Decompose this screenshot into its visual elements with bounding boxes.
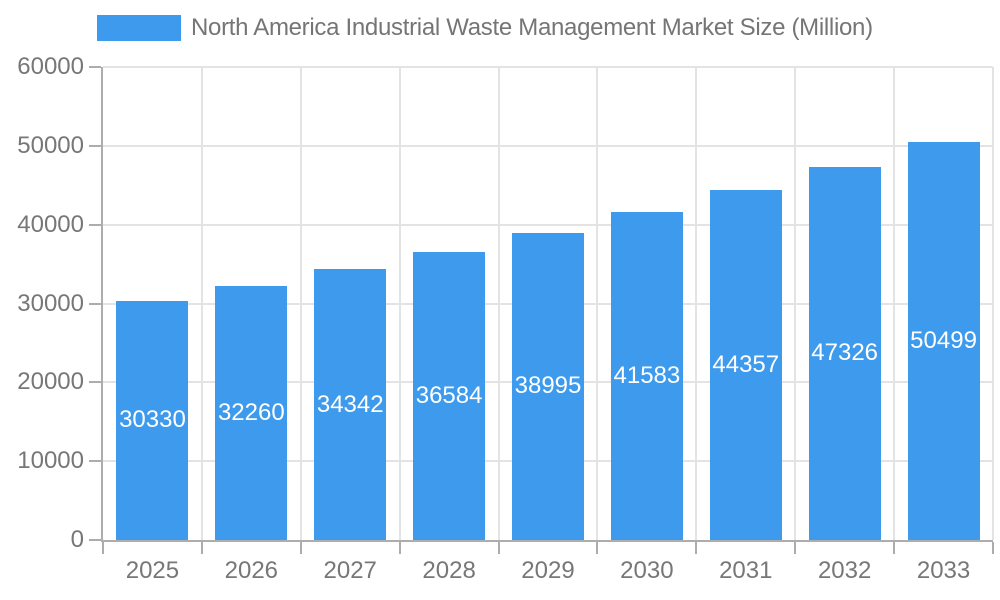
- x-tick: [497, 542, 500, 554]
- legend-swatch-icon: [97, 15, 181, 41]
- x-tick-label: 2033: [916, 557, 971, 584]
- bar[interactable]: 32260: [215, 285, 288, 540]
- y-tick-label: 30000: [17, 289, 84, 317]
- x-tick-label: 2031: [719, 557, 773, 584]
- bar[interactable]: 47326: [808, 166, 881, 540]
- bar[interactable]: 34342: [314, 269, 387, 540]
- y-tick-label: 60000: [17, 53, 84, 80]
- y-tick-label: 40000: [17, 210, 84, 238]
- plot-area: 30330 32260 34342 36584 38995 41583 44357 47326…: [101, 66, 994, 542]
- bar-value-label: 32260: [217, 398, 285, 426]
- y-tick: [89, 539, 101, 541]
- bar-value-label: 41583: [613, 362, 681, 390]
- x-tick-label: 2029: [521, 557, 575, 584]
- bar-value-label: 34342: [316, 390, 384, 418]
- x-tick: [299, 542, 302, 554]
- x-tick: [992, 542, 994, 554]
- x-tick-label: 2027: [323, 557, 377, 584]
- x-tick: [102, 542, 104, 554]
- grid-line-v: [893, 67, 896, 540]
- y-tick: [89, 144, 101, 147]
- grid-line-h: [103, 223, 993, 226]
- y-tick: [89, 302, 101, 305]
- bar-value-label: 38995: [514, 372, 582, 400]
- x-tick: [398, 542, 401, 554]
- grid-line-v: [794, 67, 797, 540]
- bar-value-label: 44357: [712, 351, 780, 379]
- y-tick: [89, 381, 101, 384]
- grid-line-v: [497, 67, 500, 540]
- grid-line-h: [103, 66, 993, 68]
- grid-line-v: [398, 67, 401, 540]
- bar[interactable]: 41583: [610, 212, 683, 540]
- x-tick-label: 2028: [422, 557, 476, 584]
- bar-value-label: 30330: [119, 406, 186, 434]
- grid-line-v: [299, 67, 302, 540]
- grid-line-v: [992, 67, 994, 540]
- y-tick: [89, 223, 101, 226]
- legend-label: North America Industrial Waste Managemen…: [191, 14, 873, 41]
- y-tick: [89, 460, 101, 463]
- grid-line-v: [200, 67, 203, 540]
- bar-value-label: 50499: [910, 326, 977, 354]
- bar[interactable]: 36584: [413, 251, 486, 540]
- y-tick-label: 20000: [17, 368, 84, 396]
- bar[interactable]: 30330: [116, 300, 189, 540]
- x-tick: [596, 542, 599, 554]
- legend-item[interactable]: North America Industrial Waste Managemen…: [97, 14, 873, 42]
- y-tick-label: 50000: [17, 131, 84, 159]
- x-tick-label: 2032: [817, 557, 872, 584]
- y-tick-label: 0: [70, 526, 84, 553]
- bar[interactable]: 38995: [512, 232, 584, 540]
- bar-value-label: 36584: [415, 381, 483, 409]
- x-tick-label: 2025: [125, 557, 180, 584]
- grid-line-v: [695, 67, 698, 540]
- x-tick: [200, 542, 203, 554]
- grid-line-v: [596, 67, 599, 540]
- bar[interactable]: 44357: [709, 190, 782, 540]
- x-tick: [794, 542, 797, 554]
- bar[interactable]: 50499: [907, 141, 980, 540]
- x-tick: [695, 542, 698, 554]
- y-tick-label: 10000: [17, 447, 84, 475]
- x-tick-label: 2030: [620, 557, 674, 584]
- grid-line-h: [103, 144, 993, 147]
- x-tick: [893, 542, 896, 554]
- x-tick-label: 2026: [224, 557, 279, 584]
- y-tick: [89, 66, 101, 68]
- bar-value-label: 47326: [811, 339, 879, 367]
